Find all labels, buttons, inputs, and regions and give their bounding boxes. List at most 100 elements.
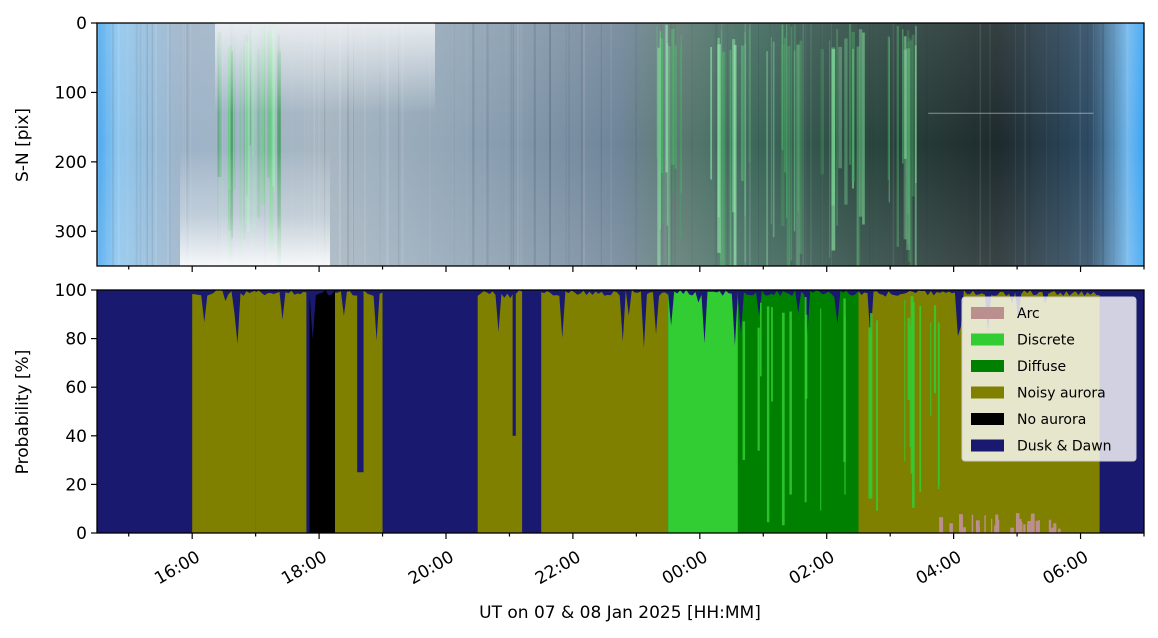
legend-label-noisy-aurora: Noisy aurora: [1017, 386, 1106, 402]
legend-swatch-discrete: [971, 333, 1004, 346]
x-tick-label: 18:00: [278, 547, 330, 589]
x-axis-label: UT on 07 & 08 Jan 2025 [HH:MM]: [479, 603, 761, 623]
area-discrete-53: [909, 325, 911, 447]
keogram-y-axis: 0 100 200 300: [55, 14, 97, 242]
area-discrete-49: [937, 322, 940, 490]
area-dusk-dawn-gap-12: [512, 290, 516, 436]
probability-y-tick-label: 80: [65, 330, 87, 350]
area-discrete-60: [876, 320, 878, 511]
area-noisy-aurora-5: [541, 290, 669, 533]
area-arc-32: [1051, 527, 1055, 533]
area-arc-27: [1053, 523, 1057, 533]
probability-y-axis-label: Probability [%]: [13, 350, 33, 475]
area-arc-15: [962, 527, 966, 533]
x-tick-label: 06:00: [1040, 547, 1092, 589]
keogram-panel: 0 100 200 300 S-N [pix]: [13, 14, 1145, 272]
area-discrete-56: [933, 305, 937, 394]
area-discrete-57: [844, 315, 846, 495]
area-arc-30: [939, 517, 944, 533]
x-tick-label: 22:00: [532, 547, 584, 589]
area-discrete-50: [912, 302, 915, 508]
area-discrete-47: [820, 308, 822, 511]
area-dusk-dawn-gap-10: [385, 290, 393, 400]
area-discrete-59: [804, 297, 807, 503]
area-no-aurora-2: [309, 290, 335, 533]
area-discrete-65: [904, 299, 906, 462]
area-noisy-aurora-0: [192, 290, 256, 533]
legend-swatch-dusk-dawn: [971, 439, 1004, 452]
area-discrete-51: [742, 321, 746, 460]
area-arc-23: [949, 523, 953, 533]
legend-swatch-diffuse: [971, 360, 1004, 372]
keogram-y-tick-label: 100: [55, 83, 87, 103]
area-arc-35: [1027, 524, 1030, 533]
area-arc-37: [1058, 528, 1061, 533]
area-discrete-66: [868, 327, 871, 499]
keogram-y-tick-label: 200: [55, 153, 87, 173]
area-discrete-54: [870, 313, 873, 499]
legend-label-diffuse: Diffuse: [1017, 359, 1066, 375]
keogram-y-axis-label: S-N [pix]: [13, 108, 33, 182]
keogram-vertical-shading: [97, 23, 1144, 266]
probability-y-tick-label: 40: [65, 427, 87, 447]
area-arc-21: [984, 515, 986, 533]
area-arc-41: [1048, 520, 1050, 533]
area-discrete-6: [668, 290, 738, 533]
keogram-y-tick-label: 0: [76, 14, 87, 34]
area-noisy-aurora-1: [255, 290, 307, 533]
x-tick-label: 04:00: [913, 547, 965, 589]
legend-swatch-noisy-aurora: [971, 386, 1004, 399]
area-discrete-55: [771, 307, 773, 402]
probability-y-tick-label: 60: [65, 378, 87, 398]
keogram-frame: [96, 22, 1145, 267]
area-discrete-62: [757, 327, 760, 451]
area-discrete-64: [760, 302, 762, 377]
area-arc-24: [1049, 519, 1052, 533]
area-diffuse-7: [737, 290, 859, 533]
probability-y-tick-label: 0: [76, 524, 87, 544]
legend-label-no-aurora: No aurora: [1017, 412, 1086, 428]
x-tick-label: 00:00: [659, 547, 711, 589]
probability-panel: 0 20 40 60 80 100 16:00 18:00 20:00 22:00 00:00 02…: [13, 281, 1145, 623]
area-arc-20: [1015, 513, 1020, 533]
legend-label-dusk-dawn: Dusk & Dawn: [1017, 439, 1112, 455]
area-noisy-aurora-4: [477, 290, 523, 533]
x-tick-label: 16:00: [151, 547, 203, 589]
legend-label-arc: Arc: [1017, 306, 1040, 322]
area-arc-29: [1010, 527, 1014, 533]
area-arc-28: [1031, 513, 1035, 533]
legend: Arc Discrete Diffuse Noisy aurora No aurora D…: [961, 296, 1137, 462]
legend-swatch-no-aurora: [971, 413, 1004, 425]
area-arc-31: [959, 514, 963, 533]
legend-box: [961, 296, 1137, 462]
area-arc-38: [994, 525, 998, 533]
area-arc-39: [991, 518, 993, 533]
x-tick-label: 20:00: [405, 547, 457, 589]
area-discrete-48: [766, 306, 770, 523]
area-arc-34: [975, 520, 980, 533]
probability-y-tick-label: 100: [55, 281, 87, 301]
area-discrete-61: [919, 305, 922, 492]
area-arc-22: [1023, 524, 1026, 533]
area-arc-26: [1035, 520, 1040, 533]
area-arc-40: [1050, 529, 1052, 533]
area-discrete-63: [907, 317, 911, 400]
probability-y-tick-label: 20: [65, 475, 87, 495]
area-arc-33: [995, 514, 999, 533]
area-discrete-67: [781, 312, 785, 526]
area-dusk-dawn-gap-11: [417, 290, 421, 424]
area-discrete-45: [789, 311, 792, 495]
area-dusk-dawn-gap-9: [357, 290, 364, 473]
x-tick-label: 02:00: [786, 547, 838, 589]
legend-swatch-arc: [971, 307, 1004, 319]
area-discrete-52: [930, 322, 932, 417]
keogram-y-tick-label: 300: [55, 222, 87, 242]
keogram-x-ticks: [128, 266, 1145, 272]
legend-label-discrete: Discrete: [1017, 333, 1075, 349]
area-arc-18: [971, 514, 974, 533]
probability-frame: [96, 289, 1145, 534]
area-arc-42: [997, 519, 1000, 533]
area-arc-36: [1019, 521, 1023, 533]
probability-x-axis: 16:00 18:00 20:00 22:00 00:00 02:00 04:00 06:00: [128, 533, 1145, 589]
